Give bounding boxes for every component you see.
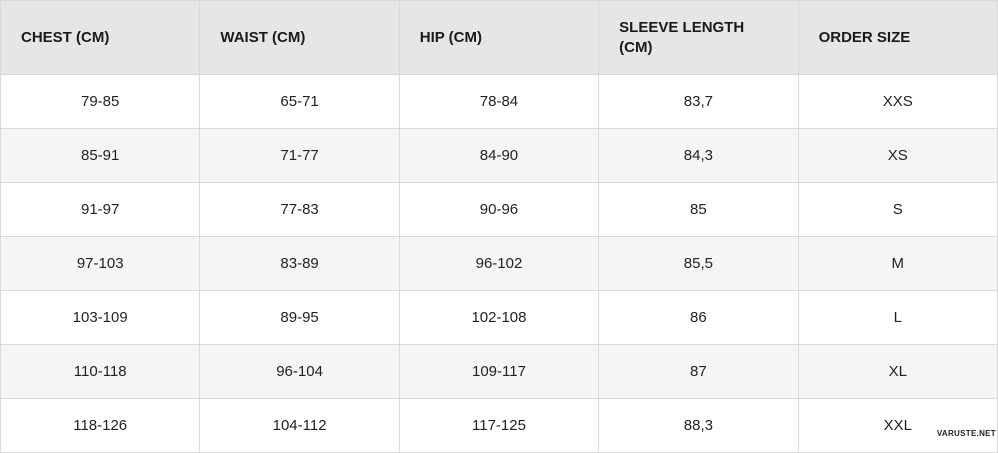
table-cell: 118-126 — [0, 398, 201, 453]
table-row: 85-91 71-77 84-90 84,3 XS — [0, 128, 998, 183]
table-cell: 91-97 — [0, 182, 201, 237]
table-cell: 85 — [598, 182, 799, 237]
table-cell: 97-103 — [0, 236, 201, 291]
table-row: 118-126 104-112 117-125 88,3 XXL — [0, 398, 998, 453]
table-cell: 103-109 — [0, 290, 201, 345]
table-cell: XXL — [797, 398, 998, 453]
table-cell: XL — [797, 344, 998, 399]
table-cell: 87 — [598, 344, 799, 399]
table-cell: 117-125 — [398, 398, 600, 453]
table-cell: 84-90 — [398, 128, 600, 183]
table-cell: 86 — [598, 290, 799, 345]
table-cell: 96-102 — [398, 236, 600, 291]
table-cell: 65-71 — [199, 74, 400, 129]
column-header: HIP (CM) — [398, 0, 600, 75]
table-cell: 90-96 — [398, 182, 600, 237]
watermark: VARUSTE.NET — [936, 429, 996, 438]
table-cell: 88,3 — [598, 398, 799, 453]
column-header: CHEST (CM) — [0, 0, 201, 75]
table-cell: 84,3 — [598, 128, 799, 183]
table-cell: 96-104 — [199, 344, 400, 399]
table-row: 79-85 65-71 78-84 83,7 XXS — [0, 74, 998, 129]
table-row: 103-109 89-95 102-108 86 L — [0, 290, 998, 345]
table-cell: XXS — [797, 74, 998, 129]
table-row: 110-118 96-104 109-117 87 XL — [0, 344, 998, 399]
column-header: ORDER SIZE — [797, 0, 998, 75]
table-cell: M — [797, 236, 998, 291]
table-cell: 83-89 — [199, 236, 400, 291]
table-cell: 89-95 — [199, 290, 400, 345]
table-cell: L — [797, 290, 998, 345]
header-row: CHEST (CM) WAIST (CM) HIP (CM) SLEEVE LENGT… — [0, 0, 998, 75]
table-cell: 71-77 — [199, 128, 400, 183]
table-cell: 102-108 — [398, 290, 600, 345]
column-header: SLEEVE LENGTH (CM) — [598, 0, 799, 75]
table-cell: 110-118 — [0, 344, 201, 399]
table-cell: 104-112 — [199, 398, 400, 453]
table-cell: 83,7 — [598, 74, 799, 129]
column-header: WAIST (CM) — [199, 0, 400, 75]
table-cell: 109-117 — [398, 344, 600, 399]
table-cell: XS — [797, 128, 998, 183]
table-row: 97-103 83-89 96-102 85,5 M — [0, 236, 998, 291]
table-cell: 85,5 — [598, 236, 799, 291]
table-cell: 85-91 — [0, 128, 201, 183]
table-cell: 77-83 — [199, 182, 400, 237]
table-cell: 78-84 — [398, 74, 600, 129]
table-row: 91-97 77-83 90-96 85 S — [0, 182, 998, 237]
table-cell: 79-85 — [0, 74, 201, 129]
table-cell: S — [797, 182, 998, 237]
